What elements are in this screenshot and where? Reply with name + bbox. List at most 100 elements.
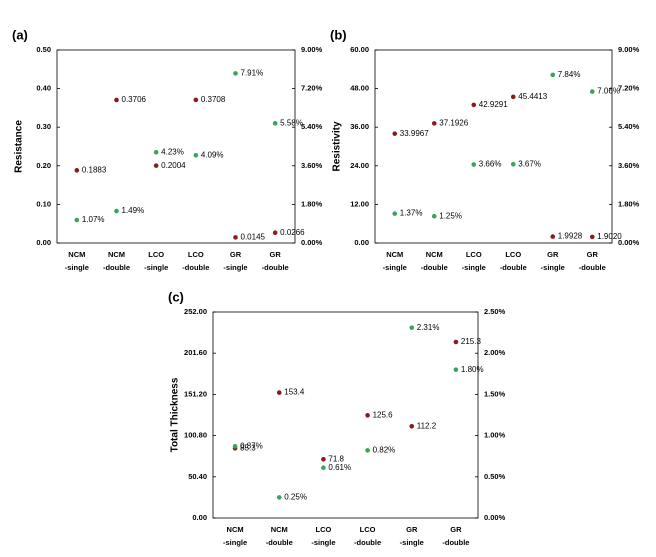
- x-tick-label: LCO: [505, 250, 521, 259]
- data-point: [550, 234, 556, 239]
- data-point: [272, 121, 278, 126]
- data-label: 33.9967: [400, 129, 429, 138]
- data-label: 4.23%: [161, 147, 184, 156]
- y-tick-label: 48.00: [350, 84, 369, 93]
- data-label: 5.58%: [280, 118, 303, 127]
- data-point: [232, 444, 238, 449]
- y2-tick-label: 0.00%: [301, 238, 323, 247]
- x-tick-label: GR: [406, 525, 418, 534]
- y2-tick-label: 0.00%: [484, 513, 506, 522]
- y-axis-title: Resistance: [14, 120, 25, 173]
- data-label: 37.1926: [439, 118, 468, 127]
- data-point: [392, 211, 398, 216]
- y-tick-label: 0.00: [192, 513, 207, 522]
- data-point: [153, 163, 159, 168]
- y-tick-label: 24.00: [350, 161, 369, 170]
- data-point: [510, 94, 516, 100]
- data-label: 0.3706: [122, 95, 147, 104]
- data-point: [409, 423, 415, 429]
- data-label: 71.8: [328, 454, 344, 463]
- data-point: [471, 102, 477, 108]
- data-point: [193, 97, 199, 103]
- y2-tick-label: 0.00%: [618, 238, 640, 247]
- x-tick-label: NCM: [68, 250, 85, 259]
- y-tick-label: 12.00: [350, 199, 369, 208]
- x-tick-label: NCM: [426, 250, 443, 259]
- x-tick-label: -single: [383, 263, 407, 272]
- data-point: [431, 213, 437, 219]
- x-tick-label: -single: [223, 263, 247, 272]
- data-point: [453, 339, 459, 345]
- data-point: [589, 234, 595, 240]
- x-tick-label: -single: [65, 263, 89, 272]
- x-tick-label: GR: [270, 250, 282, 259]
- x-tick-label: -double: [266, 538, 293, 547]
- y-axis-title: Total Thickness: [170, 377, 181, 452]
- data-label: 153.4: [284, 388, 305, 397]
- x-tick-label: NCM: [386, 250, 403, 259]
- x-tick-label: -single: [144, 263, 168, 272]
- y-tick-label: 36.00: [350, 122, 369, 131]
- x-tick-label: NCM: [271, 525, 288, 534]
- y2-tick-label: 1.80%: [618, 199, 640, 208]
- data-label: 3.66%: [479, 160, 502, 169]
- data-label: 0.82%: [373, 446, 396, 455]
- x-tick-label: -single: [462, 263, 486, 272]
- x-tick-label: GR: [587, 250, 599, 259]
- data-point: [153, 149, 159, 155]
- x-tick-label: -double: [579, 263, 606, 272]
- data-label: 7.06%: [597, 87, 620, 96]
- data-label: 1.80%: [461, 365, 484, 374]
- x-tick-label: LCO: [360, 525, 376, 534]
- y-tick-label: 0.10: [36, 199, 51, 208]
- x-tick-label: NCM: [108, 250, 125, 259]
- data-label: 85.3: [240, 443, 256, 452]
- x-tick-label: -double: [500, 263, 527, 272]
- data-point: [392, 131, 398, 136]
- data-label: 0.87%: [240, 441, 263, 450]
- data-label: 1.25%: [439, 211, 462, 220]
- x-tick-label: GR: [450, 525, 462, 534]
- x-tick-label: -single: [223, 538, 247, 547]
- data-point: [550, 72, 556, 78]
- y2-tick-label: 9.00%: [301, 45, 323, 54]
- panel-label: (a): [12, 27, 28, 42]
- y-tick-label: 0.00: [36, 238, 51, 247]
- data-label: 4.09%: [201, 150, 224, 159]
- data-point: [233, 71, 238, 76]
- data-label: 0.0145: [241, 233, 266, 242]
- x-tick-label: LCO: [315, 525, 331, 534]
- y-tick-label: 100.80: [184, 431, 207, 440]
- data-point: [365, 448, 370, 453]
- y-tick-label: 201.60: [184, 348, 207, 357]
- x-tick-label: -double: [354, 538, 381, 547]
- y2-tick-label: 5.40%: [301, 122, 323, 131]
- data-point: [114, 97, 119, 103]
- data-label: 0.2004: [161, 161, 186, 170]
- data-point: [74, 217, 80, 223]
- data-label: 0.1883: [82, 165, 107, 174]
- data-point: [233, 235, 238, 240]
- data-point: [321, 465, 326, 471]
- x-tick-label: -single: [311, 538, 335, 547]
- x-tick-label: -single: [541, 263, 565, 272]
- data-point: [409, 325, 415, 330]
- data-label: 1.37%: [400, 209, 423, 218]
- data-label: 1.07%: [82, 215, 105, 224]
- data-label: 215.3: [461, 337, 482, 346]
- y-tick-label: 60.00: [350, 45, 369, 54]
- y2-tick-label: 1.00%: [484, 431, 506, 440]
- y2-tick-label: 7.20%: [301, 84, 323, 93]
- x-tick-label: -double: [421, 263, 448, 272]
- y-tick-label: 0.40: [36, 84, 51, 93]
- x-tick-label: NCM: [227, 525, 244, 534]
- x-tick-label: LCO: [466, 250, 482, 259]
- x-tick-label: -double: [182, 263, 209, 272]
- data-point: [321, 457, 326, 462]
- data-label: 0.0266: [280, 228, 305, 237]
- y2-tick-label: 9.00%: [618, 45, 640, 54]
- x-tick-label: -single: [400, 538, 424, 547]
- data-point: [510, 161, 516, 167]
- data-label: 2.31%: [417, 323, 440, 332]
